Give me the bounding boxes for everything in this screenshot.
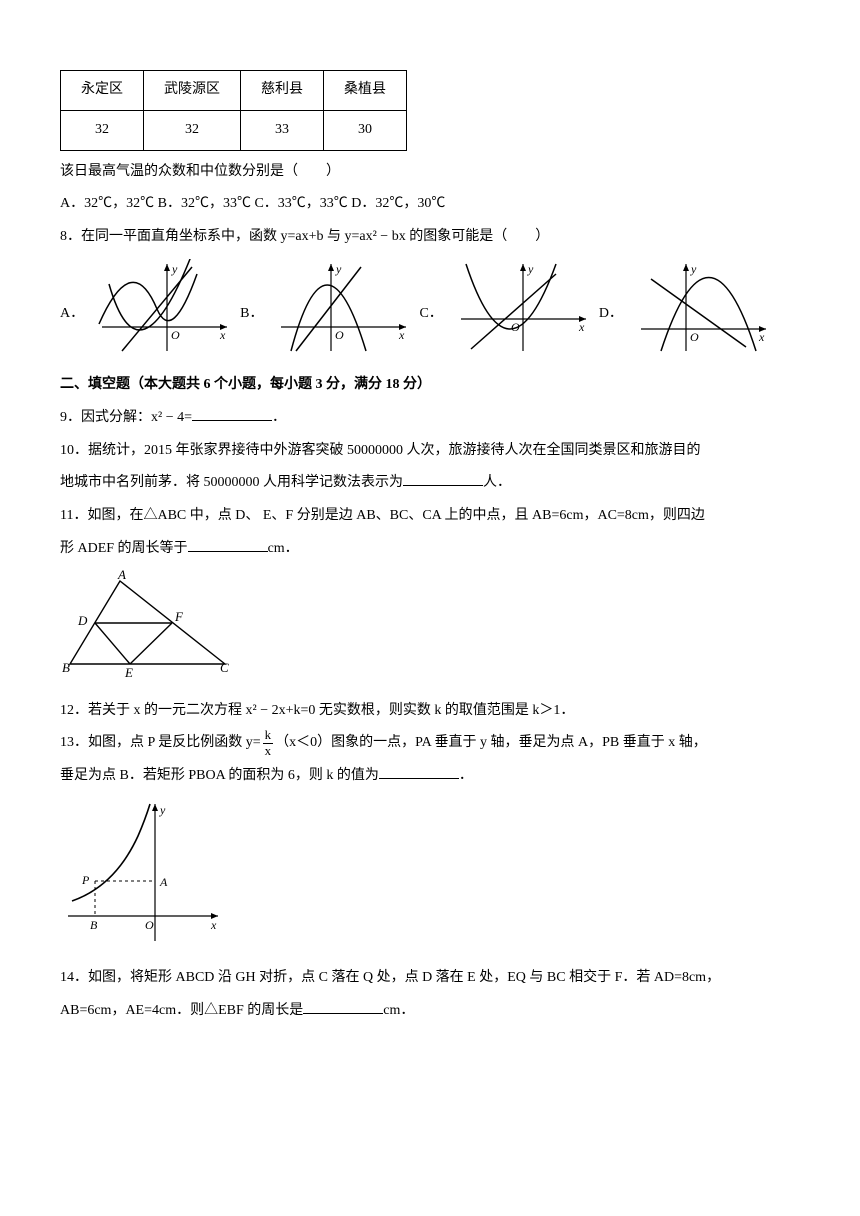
q13a-pre: 13．如图，点 P 是反比例函数 y= [60, 735, 261, 750]
td-val-2: 33 [241, 110, 324, 150]
th-cili: 慈利县 [241, 71, 324, 111]
q11-blank [188, 538, 268, 552]
frac-num: k [263, 728, 274, 743]
td-val-1: 32 [144, 110, 241, 150]
frac-den: x [263, 744, 274, 758]
svg-text:E: E [124, 665, 133, 679]
th-wulingyuan: 武陵源区 [144, 71, 241, 111]
svg-text:O: O [171, 328, 180, 342]
svg-text:x: x [758, 330, 765, 344]
td-val-0: 32 [61, 110, 144, 150]
q8-label-b: B． [240, 299, 263, 354]
svg-text:y: y [159, 803, 166, 817]
q14-line-b: AB=6cm，AE=4cm．则△EBF 的周长是 cm． [60, 996, 800, 1027]
svg-text:D: D [77, 613, 88, 628]
svg-text:A: A [159, 875, 168, 889]
svg-text:x: x [398, 328, 405, 342]
svg-text:x: x [219, 328, 226, 342]
svg-text:B: B [90, 918, 98, 932]
q13b-pre: 垂足为点 B．若矩形 PBOA 的面积为 6，则 k 的值为 [60, 768, 379, 783]
svg-text:O: O [690, 330, 699, 344]
svg-text:O: O [145, 918, 154, 932]
q11-line-b: 形 ADEF 的周长等于 cm． [60, 534, 800, 565]
q13a-post: （x＜0）图象的一点，PA 垂直于 y 轴，垂足为点 A，PB 垂直于 x 轴， [275, 735, 707, 750]
q13-line-a: 13．如图，点 P 是反比例函数 y=kx（x＜0）图象的一点，PA 垂直于 y… [60, 728, 800, 759]
svg-text:y: y [690, 262, 697, 276]
td-val-3: 30 [324, 110, 407, 150]
svg-text:F: F [174, 609, 184, 624]
svg-text:P: P [81, 873, 90, 887]
q9-text: 9．因式分解：x² − 4= [60, 410, 192, 425]
table-row: 永定区 武陵源区 慈利县 桑植县 [61, 71, 407, 111]
q8-options-row: A． y x O B． y x O C． y x O D． [60, 259, 800, 354]
svg-text:A: A [117, 569, 126, 582]
q13-figure: y x O P A B [60, 796, 800, 959]
q7-stem: 该日最高气温的众数和中位数分别是（ ） [60, 157, 800, 188]
svg-text:O: O [335, 328, 344, 342]
q11-figure: A B C D E F [60, 569, 800, 692]
svg-text:C: C [220, 660, 229, 675]
q13-line-b: 垂足为点 B．若矩形 PBOA 的面积为 6，则 k 的值为 ． [60, 761, 800, 792]
svg-text:x: x [578, 320, 585, 334]
svg-text:y: y [335, 262, 342, 276]
q14b-post: cm． [383, 1003, 414, 1018]
svg-text:B: B [62, 660, 70, 675]
q11b-post: cm． [268, 541, 299, 556]
q11-line-a: 11．如图，在△ABC 中，点 D、 E、F 分别是边 AB、BC、CA 上的中… [60, 501, 800, 532]
svg-text:x: x [210, 918, 217, 932]
q10-line-a: 10．据统计，2015 年张家界接待中外游客突破 50000000 人次，旅游接… [60, 436, 800, 467]
q11b-pre: 形 ADEF 的周长等于 [60, 541, 188, 556]
q9-blank [192, 407, 272, 421]
q9-line: 9．因式分解：x² − 4= ． [60, 403, 800, 434]
svg-text:y: y [527, 262, 534, 276]
q8-figure-b: y x O [271, 259, 411, 354]
q13-fraction: kx [263, 728, 274, 758]
q10b-post: 人． [483, 475, 511, 490]
q9-tail: ． [272, 410, 286, 425]
th-yongding: 永定区 [61, 71, 144, 111]
q8-stem: 8．在同一平面直角坐标系中，函数 y=ax+b 与 y=ax² − bx 的图象… [60, 222, 800, 253]
q10-blank [403, 472, 483, 486]
q8-figure-d: y x O [631, 259, 771, 354]
th-sangzhi: 桑植县 [324, 71, 407, 111]
q14-line-a: 14．如图，将矩形 ABCD 沿 GH 对折，点 C 落在 Q 处，点 D 落在… [60, 963, 800, 994]
q8-figure-a: y x O [92, 259, 232, 354]
q10-line-b: 地城市中名列前茅．将 50000000 人用科学记数法表示为 人． [60, 468, 800, 499]
temperature-table: 永定区 武陵源区 慈利县 桑植县 32 32 33 30 [60, 70, 407, 151]
q8-label-a: A． [60, 299, 84, 354]
svg-text:y: y [171, 262, 178, 276]
q13b-post: ． [459, 768, 473, 783]
q14b-pre: AB=6cm，AE=4cm．则△EBF 的周长是 [60, 1003, 303, 1018]
q8-figure-c: y x O [451, 259, 591, 354]
table-row: 32 32 33 30 [61, 110, 407, 150]
q10b-pre: 地城市中名列前茅．将 50000000 人用科学记数法表示为 [60, 475, 403, 490]
q7-options: A．32℃，32℃ B．32℃，33℃ C．33℃，33℃ D．32℃，30℃ [60, 189, 800, 220]
q14-blank [303, 1000, 383, 1014]
q13-blank [379, 765, 459, 779]
q12-line: 12．若关于 x 的一元二次方程 x² − 2x+k=0 无实数根，则实数 k … [60, 696, 800, 727]
section-2-title: 二、填空题（本大题共 6 个小题，每小题 3 分，满分 18 分） [60, 370, 800, 401]
q8-label-c: C． [419, 299, 442, 354]
q8-label-d: D． [599, 299, 623, 354]
